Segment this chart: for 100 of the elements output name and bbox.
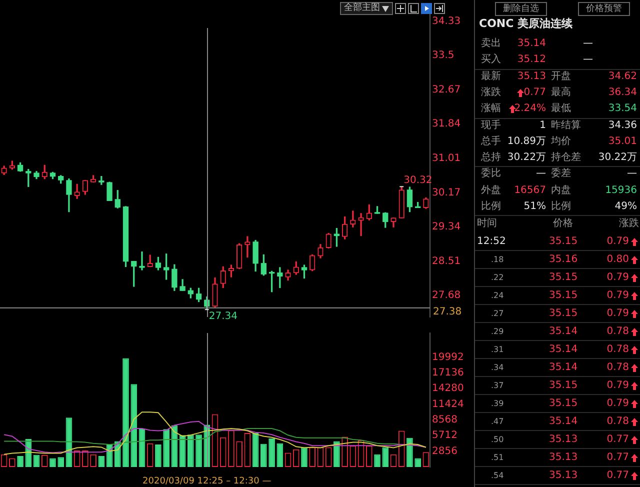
y-tick-label: 2856 bbox=[432, 446, 458, 457]
text: 35.15 bbox=[549, 271, 578, 285]
text: 0.78 bbox=[606, 343, 629, 357]
text: .27 bbox=[491, 308, 504, 320]
text: 35.14 bbox=[549, 415, 578, 429]
text: 0.77 bbox=[606, 451, 629, 465]
text: .50 bbox=[491, 434, 504, 446]
text: 现手 bbox=[481, 118, 501, 132]
text: 0.79 bbox=[606, 235, 629, 249]
text: 36.34 bbox=[608, 86, 637, 100]
text: 最新 bbox=[481, 70, 501, 84]
text: 16567 bbox=[514, 184, 546, 198]
text: 0.79 bbox=[606, 397, 629, 411]
y-tick-label: 33.5 bbox=[432, 50, 454, 62]
text: 35.14 bbox=[517, 37, 546, 51]
y-tick-label: 17136 bbox=[432, 367, 464, 378]
text: .29 bbox=[491, 326, 504, 338]
text: 涨幅 bbox=[481, 102, 501, 116]
text: — bbox=[627, 167, 637, 182]
text: 比例 bbox=[481, 200, 501, 214]
text: 价格预警 bbox=[578, 2, 630, 16]
text: 0.78 bbox=[606, 415, 629, 429]
text: 0.79 bbox=[606, 271, 629, 285]
text: 1 bbox=[540, 118, 546, 132]
y-tick-label: 19992 bbox=[432, 352, 464, 363]
text: .34 bbox=[491, 362, 504, 374]
text: .37 bbox=[491, 380, 504, 392]
text: 35.01 bbox=[608, 134, 637, 149]
text: 35.15 bbox=[549, 397, 578, 411]
y-tick-label: 31.84 bbox=[432, 118, 461, 130]
y-tick-label: 34.33 bbox=[432, 16, 461, 27]
text: 34.62 bbox=[608, 70, 637, 84]
text: 2.24% bbox=[514, 102, 546, 116]
annotation: 全部主图 bbox=[344, 3, 380, 14]
text: 均价 bbox=[551, 134, 571, 149]
text: 35.13 bbox=[549, 451, 578, 465]
text: 15936 bbox=[605, 184, 637, 198]
text: 持仓差 bbox=[551, 151, 581, 166]
annotation: 27.34 bbox=[208, 311, 238, 322]
text: 最高 bbox=[551, 86, 571, 100]
text: — bbox=[536, 167, 546, 182]
text: 34.36 bbox=[608, 118, 637, 132]
text: 35.15 bbox=[549, 379, 578, 393]
text: 30.22万 bbox=[598, 151, 637, 166]
text: 35.14 bbox=[549, 325, 578, 339]
text: — bbox=[583, 37, 593, 51]
text: 35.13 bbox=[549, 469, 578, 483]
text: 35.14 bbox=[549, 343, 578, 357]
text: 0.78 bbox=[606, 361, 629, 375]
text: .31 bbox=[491, 344, 504, 356]
text: 总手 bbox=[481, 134, 501, 149]
text: 35.15 bbox=[549, 289, 578, 303]
text: 最低 bbox=[551, 102, 571, 116]
y-tick-label: 11424 bbox=[432, 398, 464, 410]
y-tick-label: 27.68 bbox=[432, 290, 461, 302]
y-tick-label: 30.17 bbox=[432, 187, 461, 198]
text: 35.13 bbox=[517, 70, 546, 84]
text: 49% bbox=[614, 200, 637, 214]
text: .51 bbox=[491, 452, 504, 464]
ref-line-label: 27.38 bbox=[433, 306, 462, 318]
text: 0.79 bbox=[606, 289, 629, 303]
text: .18 bbox=[491, 254, 504, 266]
text: 卖出 bbox=[481, 37, 501, 51]
y-tick-label: 28.51 bbox=[432, 256, 461, 267]
text: 35.14 bbox=[549, 361, 578, 375]
y-tick-label: 31.01 bbox=[432, 152, 461, 164]
y-tick-label: 8568 bbox=[432, 414, 458, 426]
text: 外盘 bbox=[481, 184, 501, 198]
text: 30.22万 bbox=[507, 151, 546, 166]
y-tick-label: 32.67 bbox=[432, 84, 461, 96]
text: — bbox=[583, 53, 593, 68]
text: 昨结算 bbox=[551, 118, 581, 132]
text: 买入 bbox=[481, 53, 501, 68]
text: 委差 bbox=[551, 167, 571, 182]
text: 0.78 bbox=[606, 325, 629, 339]
text: 51% bbox=[524, 200, 546, 214]
y-tick-label: 29.34 bbox=[432, 222, 461, 233]
text: .22 bbox=[491, 272, 504, 284]
text: .39 bbox=[491, 398, 504, 410]
y-tick-label: 5712 bbox=[432, 430, 458, 442]
text: 35.12 bbox=[517, 53, 546, 68]
text: 0.80 bbox=[606, 253, 629, 267]
text: 35.15 bbox=[549, 235, 578, 249]
text: 时间 bbox=[477, 217, 497, 231]
text: 删除自选 bbox=[495, 2, 547, 16]
text: 0.77 bbox=[606, 433, 629, 447]
text: 0.77 bbox=[606, 469, 629, 483]
text: 内盘 bbox=[551, 184, 571, 198]
text: 35.13 bbox=[549, 433, 578, 447]
text: 总持 bbox=[481, 151, 501, 166]
text: 12:52 bbox=[477, 235, 506, 249]
text: .47 bbox=[491, 416, 504, 428]
annotation: 30.32 bbox=[404, 175, 432, 186]
text: 委比 bbox=[481, 167, 501, 182]
text: 33.54 bbox=[608, 102, 637, 116]
text: 价格 bbox=[553, 217, 573, 231]
y-tick-label: 14280 bbox=[432, 383, 464, 394]
text: 涨跌 bbox=[619, 217, 639, 231]
text: 0.79 bbox=[606, 307, 629, 321]
x-tick-label: 2020/03/09 12:25 – 12:30 — bbox=[142, 476, 272, 487]
